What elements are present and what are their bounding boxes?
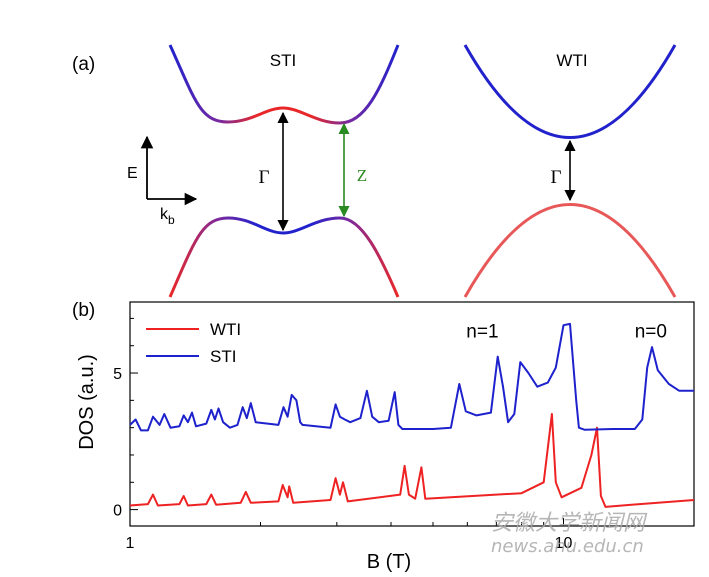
watermark-cn: 安徽大学新闻网 <box>491 511 648 536</box>
wti-conduction-band <box>463 44 677 139</box>
series-line-sti <box>129 322 694 432</box>
panel-a-label: (a) <box>72 54 95 75</box>
wti-band-title: WTI <box>556 51 587 70</box>
sti-valence-band <box>168 216 400 298</box>
watermark: 安徽大学新闻网 news.ahu.edu.cn <box>491 511 648 557</box>
momentum-axis-k: k <box>160 206 169 223</box>
sti-z-gap-label: Z <box>357 166 367 185</box>
dos-chart: 1 10 0 5 B (T) DOS (a.u.) n=1 n=0 WTI STI <box>76 301 695 573</box>
plot-frame <box>129 301 695 527</box>
y-axis-label: DOS (a.u.) <box>76 354 98 450</box>
energy-axis-label: E <box>127 165 138 182</box>
sti-band-diagram: STI Γ Z <box>168 44 400 298</box>
wti-band-diagram: WTI Γ <box>463 44 677 298</box>
sti-band-title: STI <box>270 51 296 70</box>
x-tick-label: 10 <box>555 535 573 552</box>
y-tick-label: 0 <box>113 503 122 520</box>
wti-gamma-gap-label: Γ <box>551 167 562 188</box>
x-axis-label: B (T) <box>367 551 411 573</box>
sti-conduction-band <box>168 44 400 125</box>
chart-legend: WTI STI <box>146 320 241 366</box>
legend-label-sti: STI <box>210 347 236 366</box>
data-series <box>129 322 695 508</box>
series-line-wti <box>129 413 695 508</box>
watermark-en: news.ahu.edu.cn <box>491 536 644 557</box>
axis-ticks <box>129 317 695 526</box>
annotation-label: n=0 <box>635 322 667 343</box>
momentum-axis-label: kb <box>160 206 175 227</box>
sti-gamma-gap-label: Γ <box>259 167 270 188</box>
axis-tick-labels: 1 10 0 5 <box>113 366 572 552</box>
legend-label-wti: WTI <box>210 320 241 339</box>
wti-valence-band <box>463 203 677 298</box>
x-tick-label: 1 <box>126 535 135 552</box>
chart-annotations: n=1 n=0 <box>466 322 667 343</box>
panel-b-label: (b) <box>72 300 95 321</box>
annotation-label: n=1 <box>466 322 498 343</box>
energy-momentum-axes: E kb <box>127 135 198 227</box>
momentum-axis-subscript: b <box>168 213 175 227</box>
y-tick-label: 5 <box>113 366 122 383</box>
